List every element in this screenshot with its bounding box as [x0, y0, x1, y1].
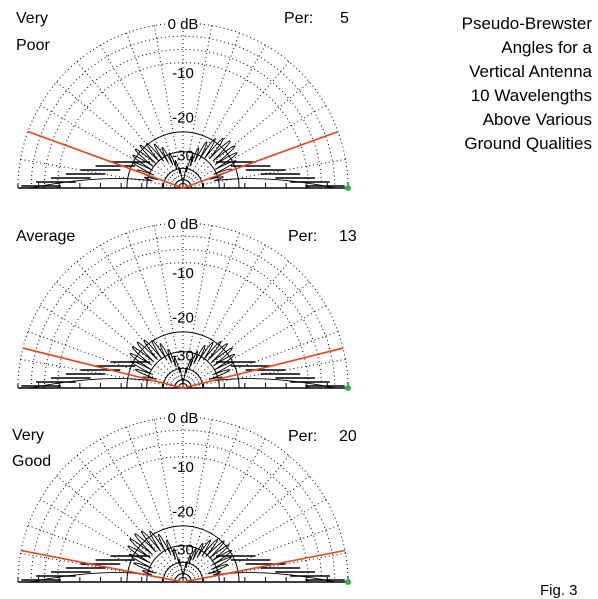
caption-line: Pseudo-Brewster: [461, 14, 592, 33]
per-value: 20: [339, 428, 357, 445]
per-label: Per:: [288, 228, 317, 245]
brewster-line-left: [27, 130, 184, 189]
per-label: Per:: [288, 428, 317, 445]
per-value: 13: [339, 228, 357, 245]
ring-label: 0 dB: [168, 216, 199, 233]
grid-ring: [162, 367, 204, 389]
ring-label: -10: [172, 265, 194, 282]
ground-label-line-1: Very: [12, 427, 44, 444]
grid-ring: [162, 561, 204, 583]
baseline-marker: [345, 579, 351, 585]
figure-number: Fig. 3: [540, 582, 578, 599]
ring-label: -20: [172, 110, 194, 127]
ring-label: 0 dB: [168, 16, 199, 33]
ring-label: -30: [172, 348, 194, 365]
caption-line: Ground Qualities: [464, 134, 592, 153]
caption-line: 10 Wavelengths: [470, 86, 592, 105]
per-value: 5: [340, 10, 349, 27]
brewster-line-left: [22, 347, 184, 389]
baseline-marker: [345, 185, 351, 191]
brewster-line-right: [182, 549, 346, 583]
ring-label-bg: [166, 411, 200, 425]
grid-ring-dotted: [30, 35, 336, 189]
per-label: Per:: [284, 10, 313, 27]
grid-ring-dotted: [57, 62, 309, 189]
ring-label-bg: [166, 17, 200, 31]
ring-label-bg: [166, 217, 200, 231]
ring-label: -10: [172, 459, 194, 476]
brewster-line-right: [182, 130, 339, 189]
ring-label: -30: [172, 148, 194, 165]
caption-line: Above Various: [482, 110, 592, 129]
grid-ring-dotted: [57, 262, 309, 389]
grid-ring: [162, 167, 204, 189]
figure-caption: Pseudo-Brewster Angles for a Vertical An…: [392, 12, 592, 156]
ring-label: 0 dB: [168, 410, 199, 427]
baseline-marker: [345, 385, 351, 391]
polar-panel-average: Average Per: 13 0 dB -10 -20 -30: [16, 216, 357, 391]
ground-label-line-1: Average: [16, 228, 75, 245]
ground-label-line-2: Good: [12, 453, 51, 470]
ring-label: -30: [172, 542, 194, 559]
caption-line: Vertical Antenna: [469, 62, 592, 81]
ring-label: -20: [172, 310, 194, 327]
ring-label: -10: [172, 65, 194, 82]
ground-label-line-2: Poor: [16, 37, 50, 54]
caption-line: Angles for a: [501, 38, 592, 57]
ground-label-line-1: Very: [16, 10, 48, 27]
polar-panel-very-good: Very Good Per: 20 0 dB -10 -20 -30: [12, 410, 357, 585]
brewster-line-right: [182, 347, 344, 389]
polar-panel-very-poor: Very Poor Per: 5 0 dB -10 -20 -30: [16, 10, 351, 191]
grid-ring-dotted: [30, 429, 336, 583]
radiation-pattern: [31, 138, 335, 189]
ring-label: -20: [172, 504, 194, 521]
grid-ring-dotted: [57, 456, 309, 583]
brewster-line-left: [20, 549, 184, 583]
grid-ring-dotted: [30, 235, 336, 389]
